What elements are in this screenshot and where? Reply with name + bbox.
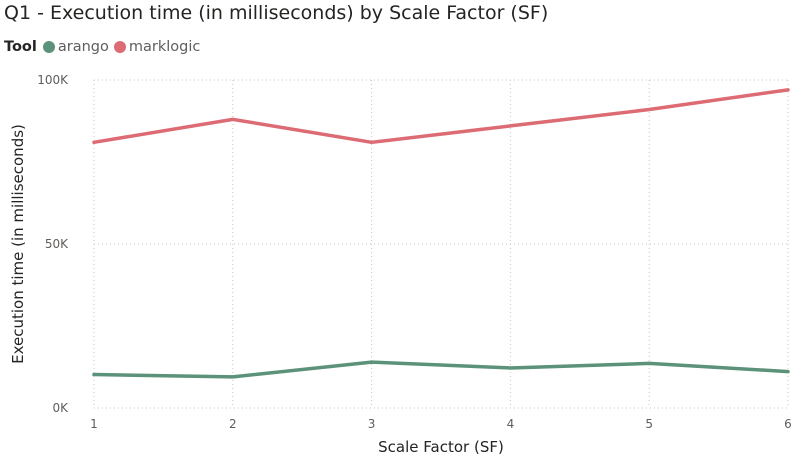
x-tick-label: 6 — [784, 417, 792, 431]
y-axis-ticks: 0K 50K 100K — [37, 73, 69, 415]
legend-item-marklogic[interactable]: marklogic — [113, 39, 201, 55]
data-point-marklogic[interactable] — [368, 138, 376, 146]
data-point-marklogic[interactable] — [90, 138, 98, 146]
data-point-marklogic[interactable] — [229, 115, 237, 123]
data-point-arango[interactable] — [368, 358, 376, 366]
x-axis-ticks: 1 2 3 4 5 6 — [90, 417, 792, 431]
y-tick-label: 0K — [52, 401, 69, 415]
legend: Tool arango marklogic — [4, 39, 205, 55]
data-point-arango[interactable] — [506, 364, 514, 372]
series-line-arango[interactable] — [92, 360, 790, 379]
legend-label-arango: arango — [57, 39, 109, 55]
data-point-marklogic[interactable] — [645, 106, 653, 114]
x-tick-label: 3 — [368, 417, 376, 431]
chart-title: Q1 - Execution time (in milliseconds) by… — [4, 2, 549, 24]
data-point-marklogic[interactable] — [506, 122, 514, 130]
data-point-marklogic[interactable] — [784, 86, 792, 94]
data-point-arango[interactable] — [229, 373, 237, 381]
x-tick-label: 1 — [90, 417, 98, 431]
y-tick-label: 100K — [37, 73, 69, 87]
x-tick-label: 2 — [229, 417, 237, 431]
x-tick-label: 4 — [507, 417, 515, 431]
legend-item-arango[interactable]: arango — [42, 39, 109, 55]
y-tick-label: 50K — [45, 237, 69, 251]
data-point-arango[interactable] — [784, 368, 792, 376]
legend-label-marklogic: marklogic — [128, 39, 201, 55]
x-tick-label: 5 — [645, 417, 653, 431]
y-axis-title: Execution time (in milliseconds) — [9, 124, 27, 364]
series-line-marklogic[interactable] — [92, 88, 790, 145]
legend-swatch-marklogic — [113, 41, 126, 53]
legend-swatch-arango — [42, 41, 55, 53]
x-axis-title: Scale Factor (SF) — [378, 438, 504, 456]
data-point-arango[interactable] — [645, 359, 653, 367]
gridlines — [93, 79, 789, 409]
data-point-arango[interactable] — [90, 371, 98, 379]
series-lines — [90, 86, 792, 381]
legend-title: Tool — [4, 39, 37, 55]
